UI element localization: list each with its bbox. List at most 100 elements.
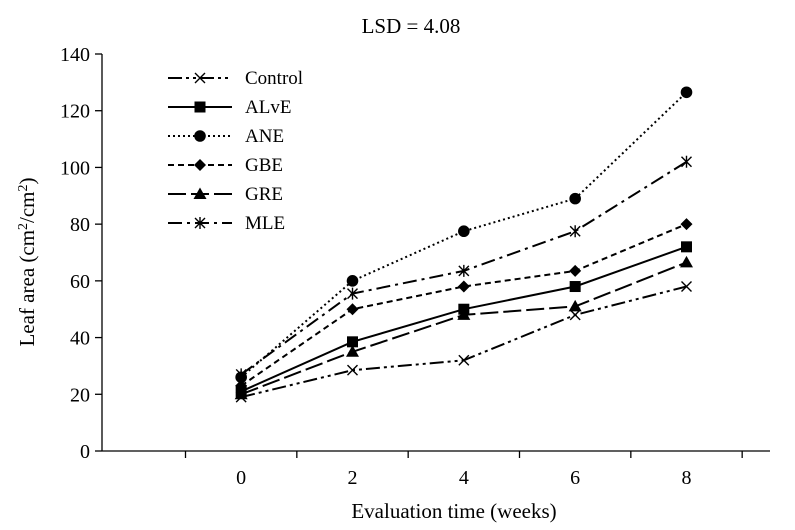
- asterisk-marker-shape: [458, 264, 470, 277]
- data-point-mle: [681, 155, 692, 168]
- data-point-gre: [234, 387, 248, 400]
- triangle-marker-shape: [457, 308, 471, 320]
- triangle-marker-shape: [193, 187, 207, 199]
- y-tick-label: 0: [80, 441, 90, 463]
- data-point-ane: [346, 275, 359, 287]
- y-tick-label: 100: [60, 157, 90, 179]
- square-marker-shape: [569, 281, 581, 293]
- data-point-control: [681, 281, 692, 293]
- triangle-marker-shape: [568, 299, 582, 312]
- data-point-control: [458, 354, 470, 366]
- lsd-annotation: LSD = 4.08: [362, 14, 461, 38]
- legend-marker-gre: [193, 187, 207, 199]
- legend-label-gre: GRE: [245, 184, 283, 205]
- series-gre: [234, 255, 693, 400]
- triangle-marker-shape: [346, 345, 359, 357]
- square-marker-shape: [681, 241, 692, 253]
- y-tick-label: 80: [70, 214, 90, 236]
- series-line-gbe: [240, 223, 687, 387]
- series-layer: [234, 86, 693, 403]
- diamond-marker-shape: [346, 303, 359, 316]
- series-mle: [235, 155, 692, 381]
- data-point-ane: [569, 192, 581, 205]
- series-ane: [235, 86, 693, 384]
- diamond-marker-shape: [680, 218, 693, 231]
- diamond-marker-shape: [569, 264, 582, 277]
- data-point-gbe: [680, 218, 693, 231]
- data-point-mle: [235, 368, 247, 381]
- x-tick-label: 6: [570, 467, 580, 489]
- series-gbe: [235, 218, 693, 392]
- series-line-control: [240, 285, 687, 399]
- asterisk-marker-shape: [235, 368, 247, 381]
- data-point-ane: [458, 225, 470, 238]
- legend-marker-control: [194, 72, 206, 84]
- square-marker-shape: [194, 101, 206, 113]
- x-marker-shape: [458, 354, 470, 366]
- legend-label-mle: MLE: [245, 213, 285, 234]
- legend-item-mle: MLE: [168, 213, 285, 234]
- x-axis-title: Evaluation time (weeks): [351, 499, 556, 523]
- data-point-gre: [568, 299, 582, 312]
- series-control: [235, 281, 692, 403]
- x-marker-shape: [347, 364, 358, 376]
- y-tick-label: 120: [60, 101, 90, 123]
- data-point-gbe: [235, 379, 248, 392]
- y-tick-label: 20: [70, 384, 90, 406]
- x-marker-shape: [569, 309, 581, 321]
- series-line-ane: [240, 91, 688, 379]
- data-point-gre: [457, 308, 471, 320]
- legend-marker-mle: [194, 217, 206, 229]
- axes: 0 20 40 60 80 100 120 140 0 2 4 6 8: [60, 44, 770, 489]
- data-point-mle: [347, 287, 358, 300]
- circle-marker-shape: [194, 130, 206, 142]
- x-marker-shape: [194, 72, 206, 84]
- y-axis-title: Leaf area (cm2/cm2): [15, 177, 39, 346]
- legend-item-gbe: GBE: [168, 155, 283, 176]
- y-axis-title-suffix: ): [15, 177, 39, 184]
- data-point-control: [347, 364, 358, 376]
- data-point-gbe: [457, 280, 470, 293]
- x-tick-label: 8: [682, 467, 692, 489]
- circle-marker-shape: [458, 225, 470, 238]
- legend-label-ane: ANE: [245, 126, 284, 147]
- y-tick-label: 140: [60, 44, 90, 66]
- legend-label-control: Control: [245, 68, 303, 89]
- data-point-gre: [346, 345, 359, 357]
- asterisk-marker-shape: [569, 225, 581, 238]
- legend-item-control: Control: [168, 68, 303, 89]
- x-marker-shape: [681, 281, 692, 293]
- y-tick-label: 60: [70, 271, 90, 293]
- square-marker-shape: [347, 336, 358, 348]
- diamond-marker-shape: [457, 280, 470, 293]
- circle-marker-shape: [680, 86, 693, 99]
- diamond-marker-shape: [235, 379, 248, 392]
- y-axis-title-mid: /cm: [15, 191, 39, 223]
- triangle-marker-shape: [234, 387, 248, 400]
- legend-marker-ane: [194, 130, 206, 142]
- x-tick-label: 4: [459, 467, 469, 489]
- legend-marker-alve: [194, 101, 206, 113]
- asterisk-marker-shape: [347, 287, 358, 300]
- legend-item-ane: ANE: [168, 126, 284, 147]
- x-tick-label: 2: [348, 467, 358, 489]
- diamond-marker-shape: [194, 159, 206, 171]
- legend-marker-gbe: [194, 159, 206, 171]
- data-point-gbe: [346, 303, 359, 316]
- y-axis-title-sup1: 2: [16, 223, 31, 230]
- triangle-marker-shape: [680, 255, 693, 268]
- legend-item-gre: GRE: [168, 184, 283, 205]
- legend: Control ALvE ANE GBE GRE MLE: [168, 68, 303, 234]
- y-axis-title-prefix: Leaf area (cm: [15, 230, 39, 347]
- legend-label-alve: ALvE: [245, 97, 291, 118]
- legend-label-gbe: GBE: [245, 155, 283, 176]
- data-point-alve: [681, 241, 692, 253]
- legend-item-alve: ALvE: [168, 97, 291, 118]
- data-point-ane: [680, 86, 693, 99]
- data-point-gbe: [569, 264, 582, 277]
- data-point-control: [569, 309, 581, 321]
- circle-marker-shape: [346, 275, 359, 287]
- data-point-alve: [569, 281, 581, 293]
